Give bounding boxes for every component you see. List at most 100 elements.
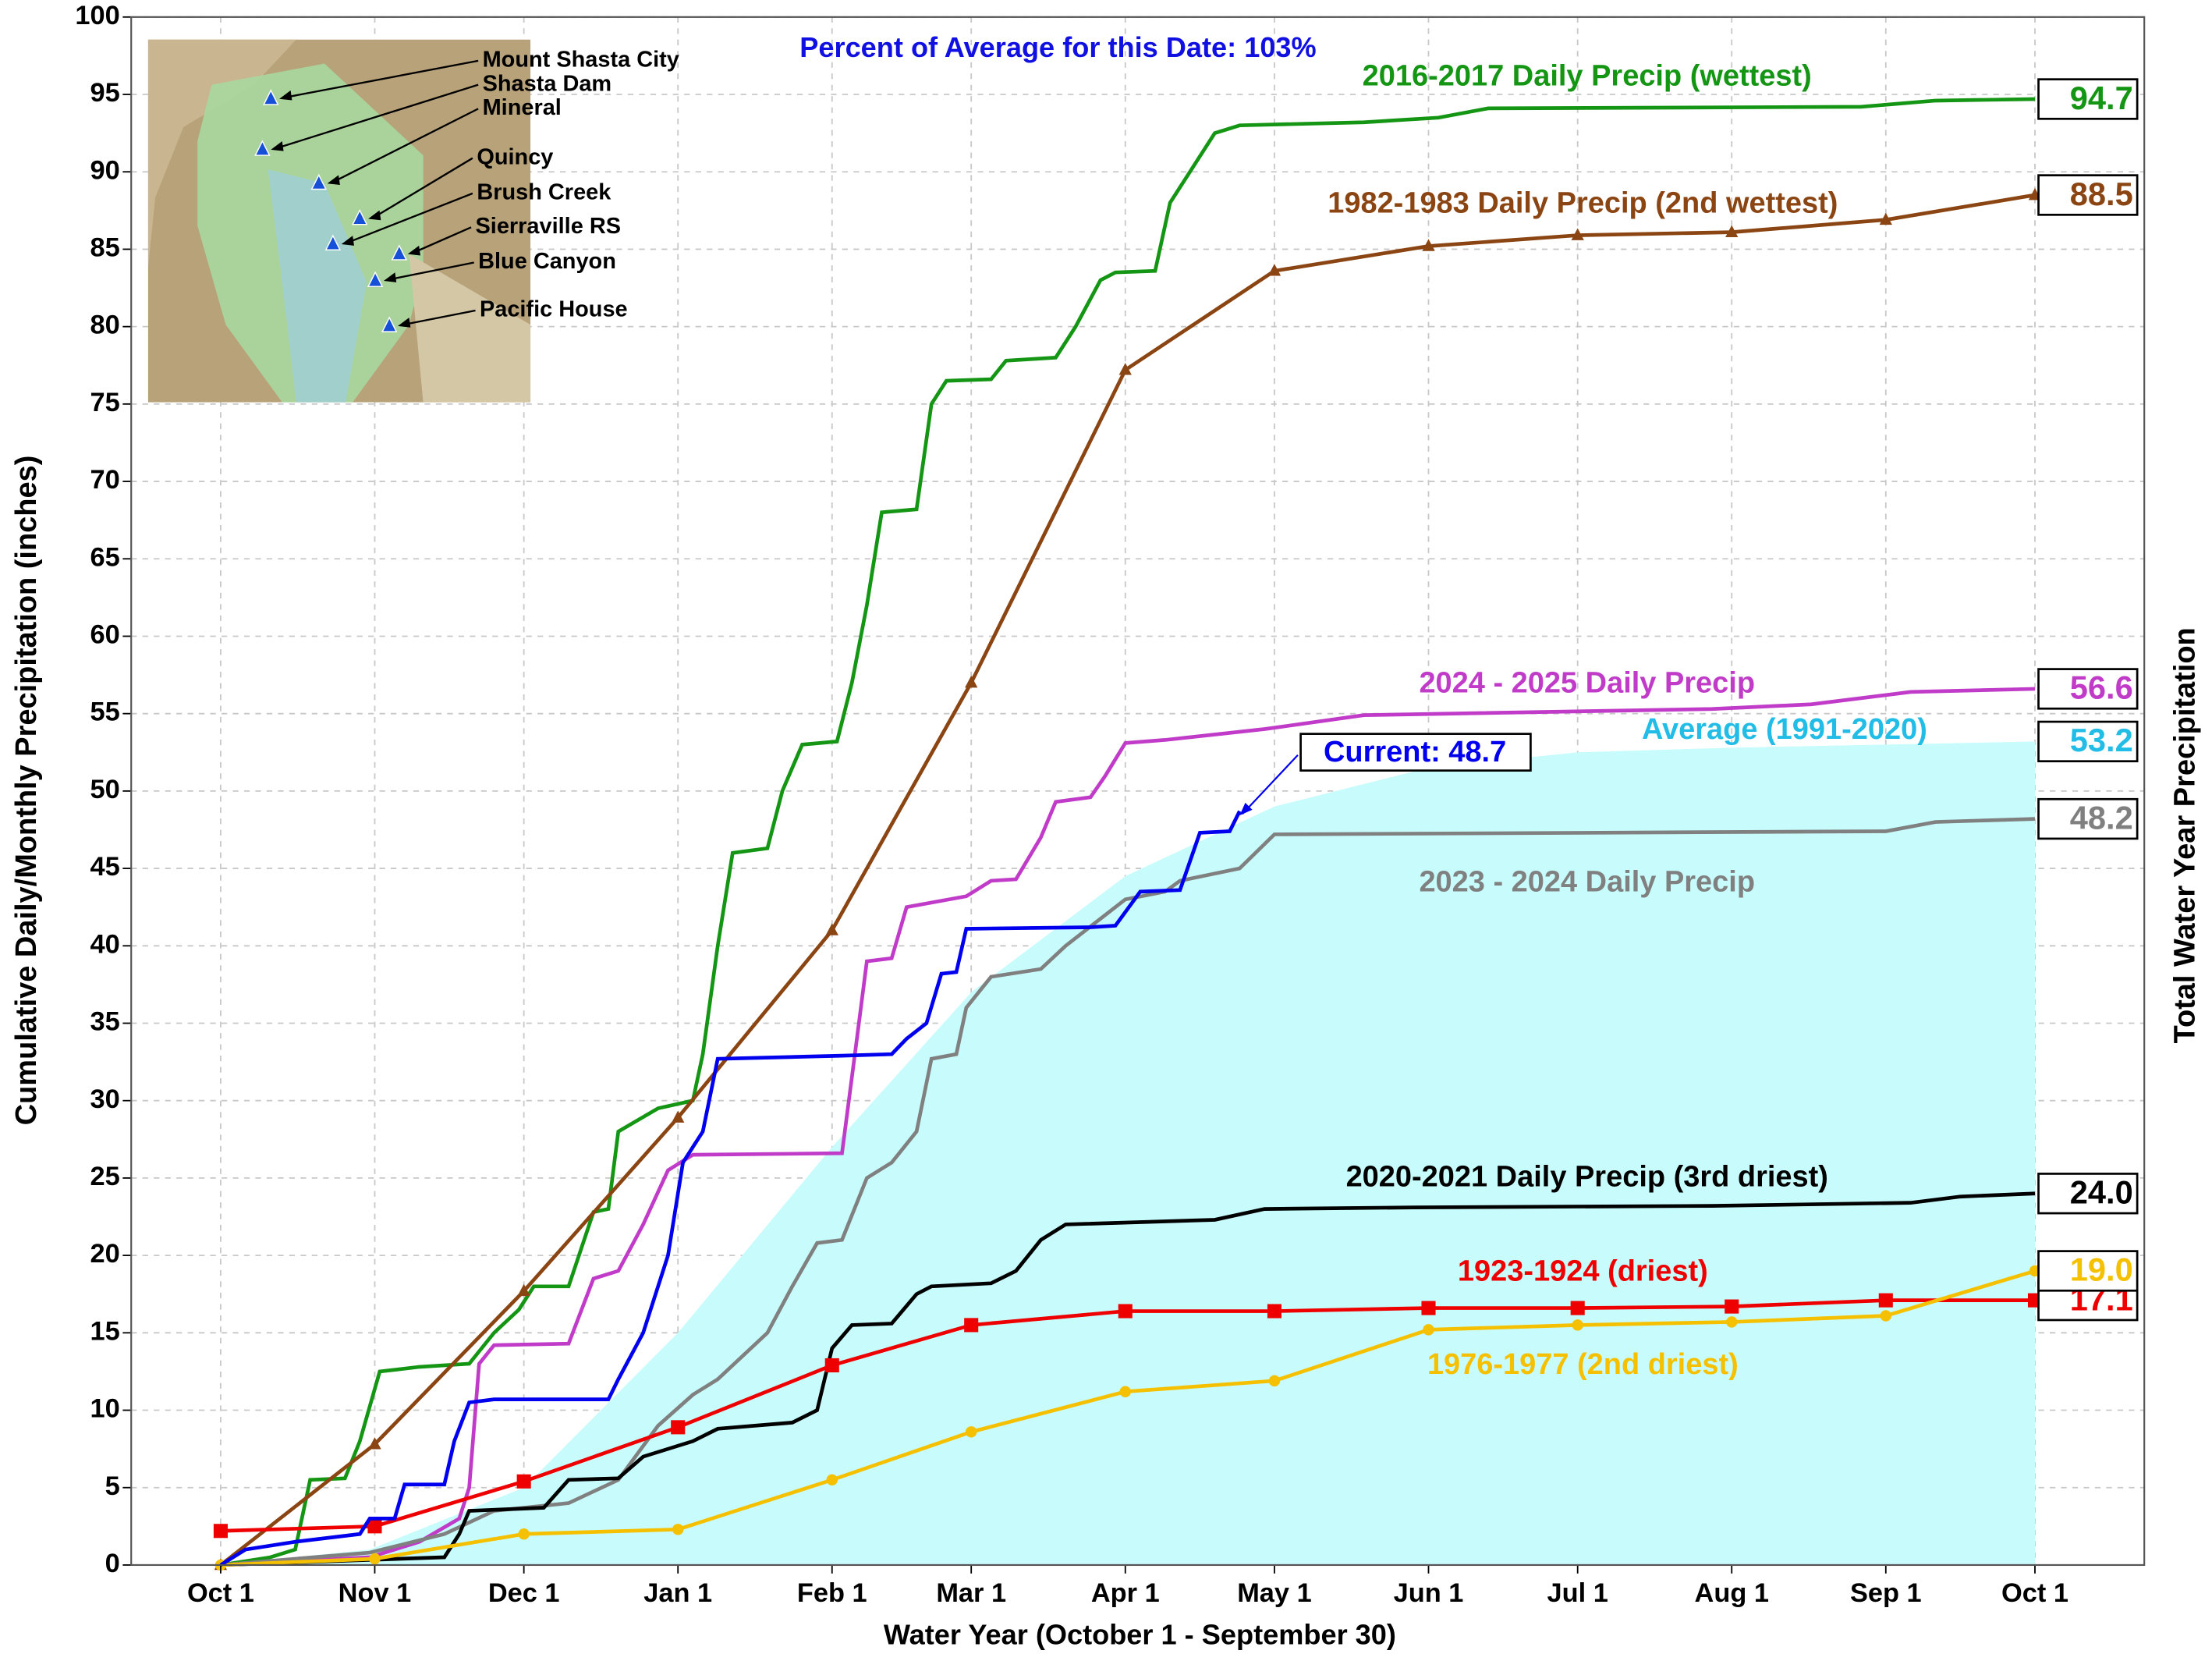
total-box xyxy=(2037,797,2139,840)
station-marker xyxy=(391,244,408,261)
marker xyxy=(1119,1386,1131,1397)
station-label: Pacific House xyxy=(480,297,628,322)
y-tick-label: 20 xyxy=(90,1239,120,1269)
marker xyxy=(213,1524,228,1539)
series-label: 2024 - 2025 Daily Precip xyxy=(1419,666,1755,699)
marker xyxy=(1572,1319,1583,1331)
station-arrow xyxy=(388,261,474,281)
area xyxy=(220,741,2035,1565)
x-tick-label: Nov 1 xyxy=(339,1578,412,1608)
x-tick-label: Jan 1 xyxy=(643,1578,712,1608)
total-box xyxy=(2037,1173,2139,1215)
total-box xyxy=(2037,720,2139,763)
station-marker xyxy=(310,173,327,190)
callout-label: Current: 48.7 xyxy=(1324,736,1506,768)
station-arrow xyxy=(373,157,473,218)
station-arrowhead xyxy=(407,245,420,256)
subtitle: Percent of Average for this Date: 103% xyxy=(799,31,1316,63)
y-tick-label: 85 xyxy=(90,233,120,263)
station-label: Mount Shasta City xyxy=(483,48,679,73)
station-arrow xyxy=(403,309,476,326)
marker xyxy=(964,1318,979,1333)
station-marker xyxy=(254,140,271,156)
station-label: Sierraville RS xyxy=(476,214,622,239)
y-tick-label: 100 xyxy=(75,1,119,30)
y-tick-label: 0 xyxy=(105,1549,120,1578)
marker xyxy=(1268,1375,1281,1387)
station-marker xyxy=(263,89,279,105)
marker xyxy=(672,1110,685,1123)
station-marker xyxy=(351,208,368,225)
y2-axis-label: Total Water Year Precipitation xyxy=(2168,627,2201,1043)
x-tick-label: Oct 1 xyxy=(187,1578,254,1608)
station-label: Blue Canyon xyxy=(478,249,616,274)
marker xyxy=(1570,1301,1585,1315)
station-arrowhead xyxy=(383,272,397,282)
y-tick-label: 5 xyxy=(105,1471,120,1501)
marker xyxy=(1423,1324,1434,1336)
y-tick-label: 70 xyxy=(90,465,120,495)
marker xyxy=(824,1358,839,1373)
marker xyxy=(1879,212,1892,225)
y-tick-label: 50 xyxy=(90,775,120,804)
callout-box xyxy=(1299,733,1532,772)
station-arrow xyxy=(276,83,479,150)
map-inset xyxy=(147,39,531,403)
total-label: 48.2 xyxy=(2070,799,2133,836)
marker xyxy=(1725,225,1739,237)
x-tick-label: Dec 1 xyxy=(488,1578,560,1608)
series-label: 1976-1977 (2nd driest) xyxy=(1427,1348,1739,1381)
station-label: Brush Creek xyxy=(477,180,611,205)
marker xyxy=(369,1553,381,1565)
x-tick-label: Apr 1 xyxy=(1091,1578,1160,1608)
callout-arrowhead xyxy=(1239,802,1253,816)
marker xyxy=(367,1519,382,1534)
x-tick-label: Jul 1 xyxy=(1547,1578,1608,1608)
y-tick-label: 65 xyxy=(90,542,120,572)
marker xyxy=(965,1426,977,1438)
y-tick-label: 45 xyxy=(90,852,120,882)
x-tick-label: May 1 xyxy=(1237,1578,1312,1608)
station-arrow xyxy=(332,108,479,183)
station-arrowhead xyxy=(327,175,340,186)
y-tick-label: 80 xyxy=(90,311,120,340)
series-label: 2016-2017 Daily Precip (wettest) xyxy=(1363,60,1812,93)
total-box xyxy=(2037,78,2139,120)
y-axis-label: Cumulative Daily/Monthly Precipitation (… xyxy=(10,456,43,1126)
total-label: 53.2 xyxy=(2070,722,2133,758)
station-arrow xyxy=(346,192,473,244)
map-valley xyxy=(268,169,367,403)
station-label: Shasta Dam xyxy=(483,71,612,96)
marker xyxy=(825,923,838,935)
x-axis-label: Water Year (October 1 - September 30) xyxy=(884,1619,1396,1651)
marker xyxy=(1422,239,1435,251)
y-tick-label: 10 xyxy=(90,1394,120,1424)
map-coast xyxy=(147,39,296,268)
marker xyxy=(1118,363,1132,375)
x-tick-label: Feb 1 xyxy=(797,1578,867,1608)
station-marker xyxy=(381,316,398,332)
plot-border xyxy=(130,16,2146,1567)
marker xyxy=(1725,1299,1739,1314)
marker xyxy=(1726,1316,1738,1328)
marker xyxy=(672,1524,684,1535)
total-label: 19.0 xyxy=(2070,1251,2133,1288)
series-label: 1982-1983 Daily Precip (2nd wettest) xyxy=(1328,186,1838,219)
marker xyxy=(1878,1293,1893,1308)
total-box xyxy=(2037,668,2139,710)
y-tick-label: 95 xyxy=(90,78,120,108)
series-label: 1923-1924 (driest) xyxy=(1458,1255,1708,1288)
y-tick-label: 75 xyxy=(90,388,120,417)
marker xyxy=(1267,264,1281,276)
series-label: 2020-2021 Daily Precip (3rd driest) xyxy=(1346,1160,1828,1193)
station-arrowhead xyxy=(341,236,354,246)
x-tick-label: Aug 1 xyxy=(1695,1578,1769,1608)
x-tick-label: Jun 1 xyxy=(1394,1578,1464,1608)
line xyxy=(220,97,2036,1567)
series-label: Average (1991-2020) xyxy=(1642,713,1927,746)
y-tick-label: 60 xyxy=(90,620,120,650)
y-tick-label: 15 xyxy=(90,1316,120,1346)
line xyxy=(219,810,1242,1567)
